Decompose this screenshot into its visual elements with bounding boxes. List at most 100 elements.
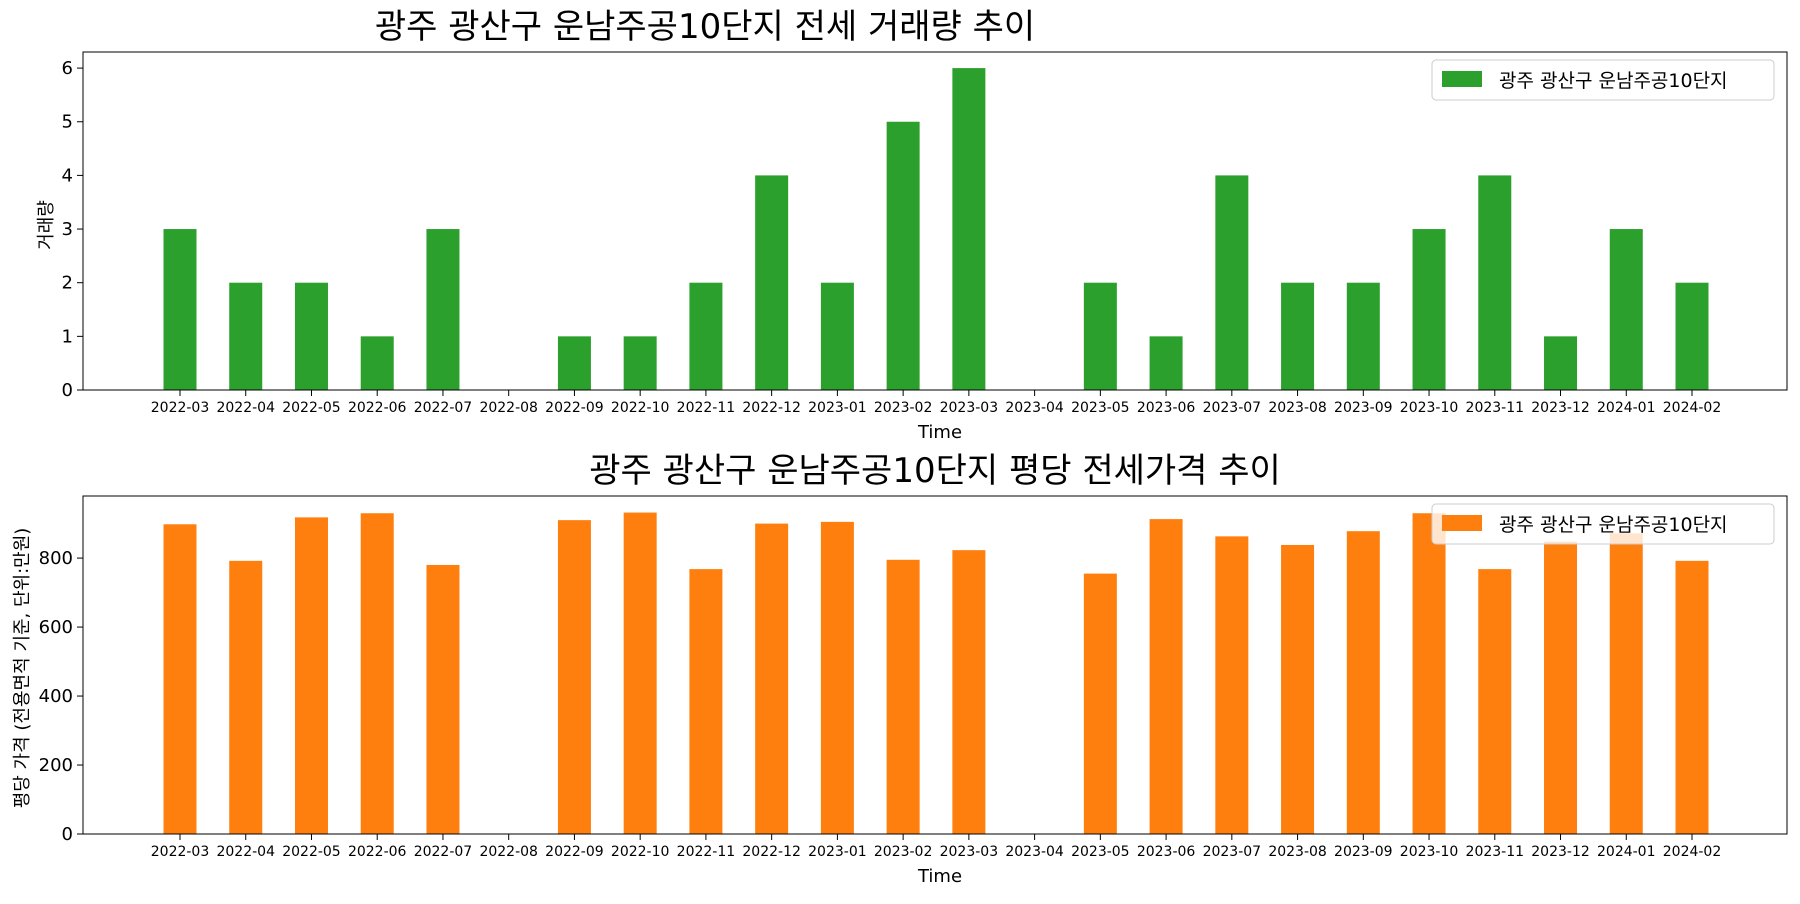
bar xyxy=(1083,573,1117,834)
x-tick-label: 2023-10 xyxy=(1400,844,1459,860)
y-tick-label: 400 xyxy=(39,686,73,707)
x-tick-label: 2023-09 xyxy=(1334,400,1393,416)
y-tick-label: 800 xyxy=(39,548,73,569)
x-tick-label: 2023-03 xyxy=(940,844,999,860)
x-tick-label: 2023-11 xyxy=(1466,400,1525,416)
bar xyxy=(1083,282,1117,390)
bar xyxy=(229,560,263,834)
legend: 광주 광산구 운남주공10단지 xyxy=(1431,503,1775,545)
x-tick-label: 2022-06 xyxy=(348,400,407,416)
x-tick-label: 2022-09 xyxy=(545,844,604,860)
y-tick-label: 600 xyxy=(39,617,73,638)
x-tick-label: 2022-04 xyxy=(216,400,275,416)
x-tick-label: 2023-01 xyxy=(808,844,867,860)
x-tick-label: 2023-05 xyxy=(1071,400,1130,416)
y-axis: 0 200 400 600 800 xyxy=(39,548,83,845)
bar xyxy=(360,513,394,834)
x-tick-label: 2022-08 xyxy=(479,400,538,416)
x-tick-label: 2022-10 xyxy=(611,400,670,416)
bar xyxy=(820,521,854,834)
x-axis-label: Time xyxy=(917,422,962,443)
y-tick-label: 0 xyxy=(62,824,73,845)
x-tick-label: 2023-06 xyxy=(1137,844,1196,860)
x-tick-label: 2023-08 xyxy=(1268,400,1327,416)
chart-title: 광주 광산구 운남주공10단지 평당 전세가격 추이 xyxy=(589,451,1281,491)
y-tick-label: 6 xyxy=(62,58,73,79)
y-tick-label: 1 xyxy=(62,326,73,347)
x-tick-label: 2022-06 xyxy=(348,844,407,860)
bar xyxy=(623,336,657,390)
x-axis: 2022-03 2022-04 2022-05 2022-06 2022-07 2022-… xyxy=(151,834,1722,860)
bar xyxy=(229,282,263,390)
y-axis-label: 거래량 xyxy=(36,200,57,250)
legend-swatch xyxy=(1442,515,1482,531)
x-tick-label: 2022-05 xyxy=(282,400,341,416)
y-tick-label: 2 xyxy=(62,273,73,294)
x-tick-label: 2022-08 xyxy=(479,844,538,860)
x-tick-label: 2024-02 xyxy=(1663,844,1722,860)
bar xyxy=(1412,229,1446,390)
x-tick-label: 2022-12 xyxy=(742,400,801,416)
x-tick-label: 2022-05 xyxy=(282,844,341,860)
x-tick-label: 2023-05 xyxy=(1071,844,1130,860)
x-tick-label: 2022-03 xyxy=(151,400,210,416)
x-tick-label: 2024-01 xyxy=(1597,400,1656,416)
bar xyxy=(1675,560,1709,834)
x-tick-label: 2024-01 xyxy=(1597,844,1656,860)
bar xyxy=(1346,531,1380,834)
bar xyxy=(294,282,328,390)
bar xyxy=(886,559,920,834)
legend-label: 광주 광산구 운남주공10단지 xyxy=(1499,70,1728,92)
bar xyxy=(557,520,591,834)
bar xyxy=(1478,175,1512,390)
x-tick-label: 2023-11 xyxy=(1466,844,1525,860)
bar xyxy=(1215,175,1249,390)
chart-price: 광주 광산구 운남주공10단지 평당 전세가격 추이 평당 가격 (전용면적 기… xyxy=(12,451,1788,887)
x-tick-label: 2023-02 xyxy=(874,400,933,416)
x-tick-label: 2022-12 xyxy=(742,844,801,860)
y-tick-label: 0 xyxy=(62,380,73,401)
x-tick-label: 2022-07 xyxy=(414,400,473,416)
bar xyxy=(1346,282,1380,390)
bar xyxy=(557,336,591,390)
x-tick-label: 2023-04 xyxy=(1005,844,1064,860)
chart-volume: 광주 광산구 운남주공10단지 전세 거래량 추이 거래량 Time 0 1 2 3 4… xyxy=(36,7,1788,443)
y-tick-label: 5 xyxy=(62,112,73,133)
bar xyxy=(1412,513,1446,834)
x-axis: 2022-03 2022-04 2022-05 2022-06 2022-07 2022-… xyxy=(151,390,1721,416)
bar xyxy=(1215,536,1249,834)
bar xyxy=(1281,282,1315,390)
legend-label: 광주 광산구 운남주공10단지 xyxy=(1499,514,1728,536)
x-axis-label: Time xyxy=(917,866,962,887)
plot-frame xyxy=(82,495,1788,835)
bar xyxy=(952,550,986,834)
bar xyxy=(426,229,460,390)
x-tick-label: 2023-10 xyxy=(1400,400,1459,416)
bar xyxy=(689,569,723,834)
bar xyxy=(1609,229,1643,390)
bar xyxy=(1281,544,1315,834)
y-tick-label: 4 xyxy=(62,165,73,186)
bar xyxy=(952,68,986,390)
legend-swatch xyxy=(1442,71,1482,87)
x-tick-label: 2023-12 xyxy=(1531,844,1590,860)
x-tick-label: 2022-11 xyxy=(677,400,736,416)
x-tick-label: 2023-12 xyxy=(1531,400,1590,416)
bar xyxy=(1149,336,1183,390)
chart-title: 광주 광산구 운남주공10단지 전세 거래량 추이 xyxy=(375,7,1035,47)
bar xyxy=(755,523,789,834)
x-tick-label: 2023-08 xyxy=(1268,844,1327,860)
plot-frame xyxy=(82,51,1788,391)
bar xyxy=(689,282,723,390)
x-tick-label: 2023-02 xyxy=(874,844,933,860)
bar xyxy=(820,282,854,390)
bar xyxy=(1609,533,1643,834)
bar xyxy=(294,517,328,834)
x-tick-label: 2023-07 xyxy=(1203,400,1262,416)
y-axis: 0 1 2 3 4 5 6 xyxy=(62,58,83,401)
bar xyxy=(426,564,460,834)
bar xyxy=(1544,541,1578,834)
bar xyxy=(1544,336,1578,390)
bar xyxy=(360,336,394,390)
